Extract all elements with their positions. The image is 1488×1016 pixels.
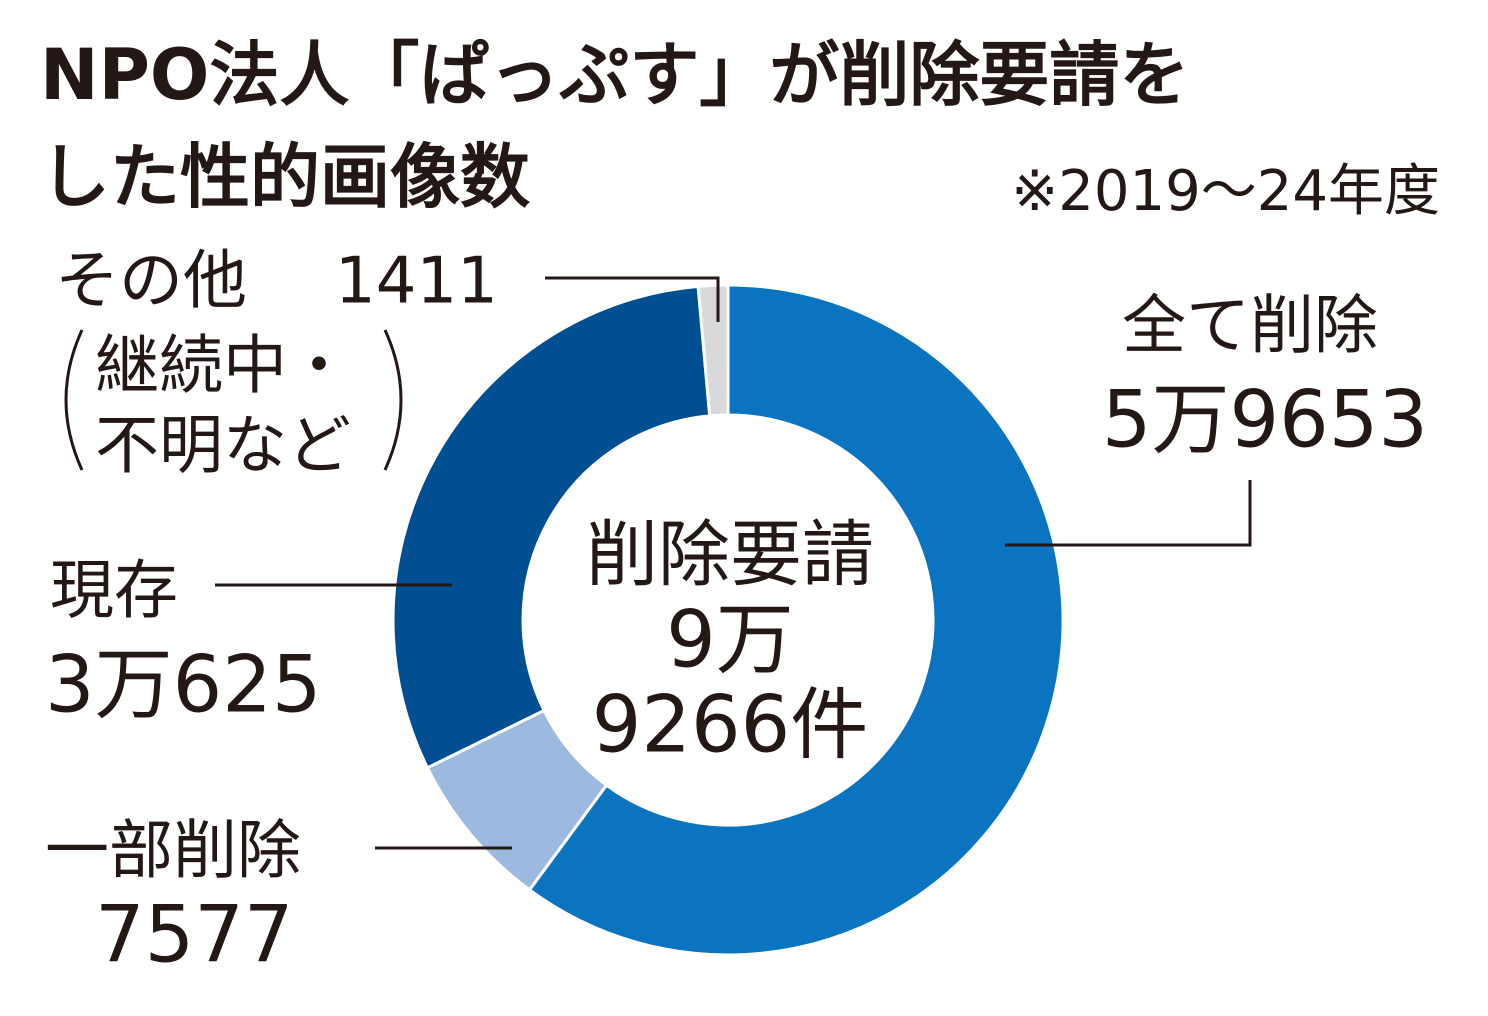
category-label: その他 [55, 245, 247, 319]
center-label: 削除要請 [586, 513, 874, 597]
note: ※2019～24年度 [1011, 159, 1440, 224]
leader-line [545, 276, 720, 322]
paren [383, 329, 403, 471]
slice [527, 283, 1065, 957]
center-label: 9266件 [592, 680, 869, 770]
category-label: 現存 [50, 555, 178, 629]
category-label: 一部削除 [45, 815, 301, 889]
value-label: 3万625 [45, 640, 322, 730]
category-label: 全て削除 [1122, 290, 1378, 364]
value-label: 1411 [335, 245, 498, 319]
other-note: 継続中・ [95, 330, 351, 404]
center-label: 9万 [666, 595, 794, 685]
other-note: 不明など [95, 410, 351, 484]
value-label: 5万9653 [1102, 375, 1428, 465]
paren [64, 329, 84, 471]
chart-title: した性的画像数 [40, 136, 530, 218]
chart-title: NPO法人「ぱっぷす」が削除要請を [40, 34, 1189, 116]
leader-line [1005, 480, 1252, 547]
slice [391, 284, 712, 770]
value-label: 7577 [95, 890, 294, 980]
slice [696, 283, 730, 418]
donut [391, 283, 1065, 957]
